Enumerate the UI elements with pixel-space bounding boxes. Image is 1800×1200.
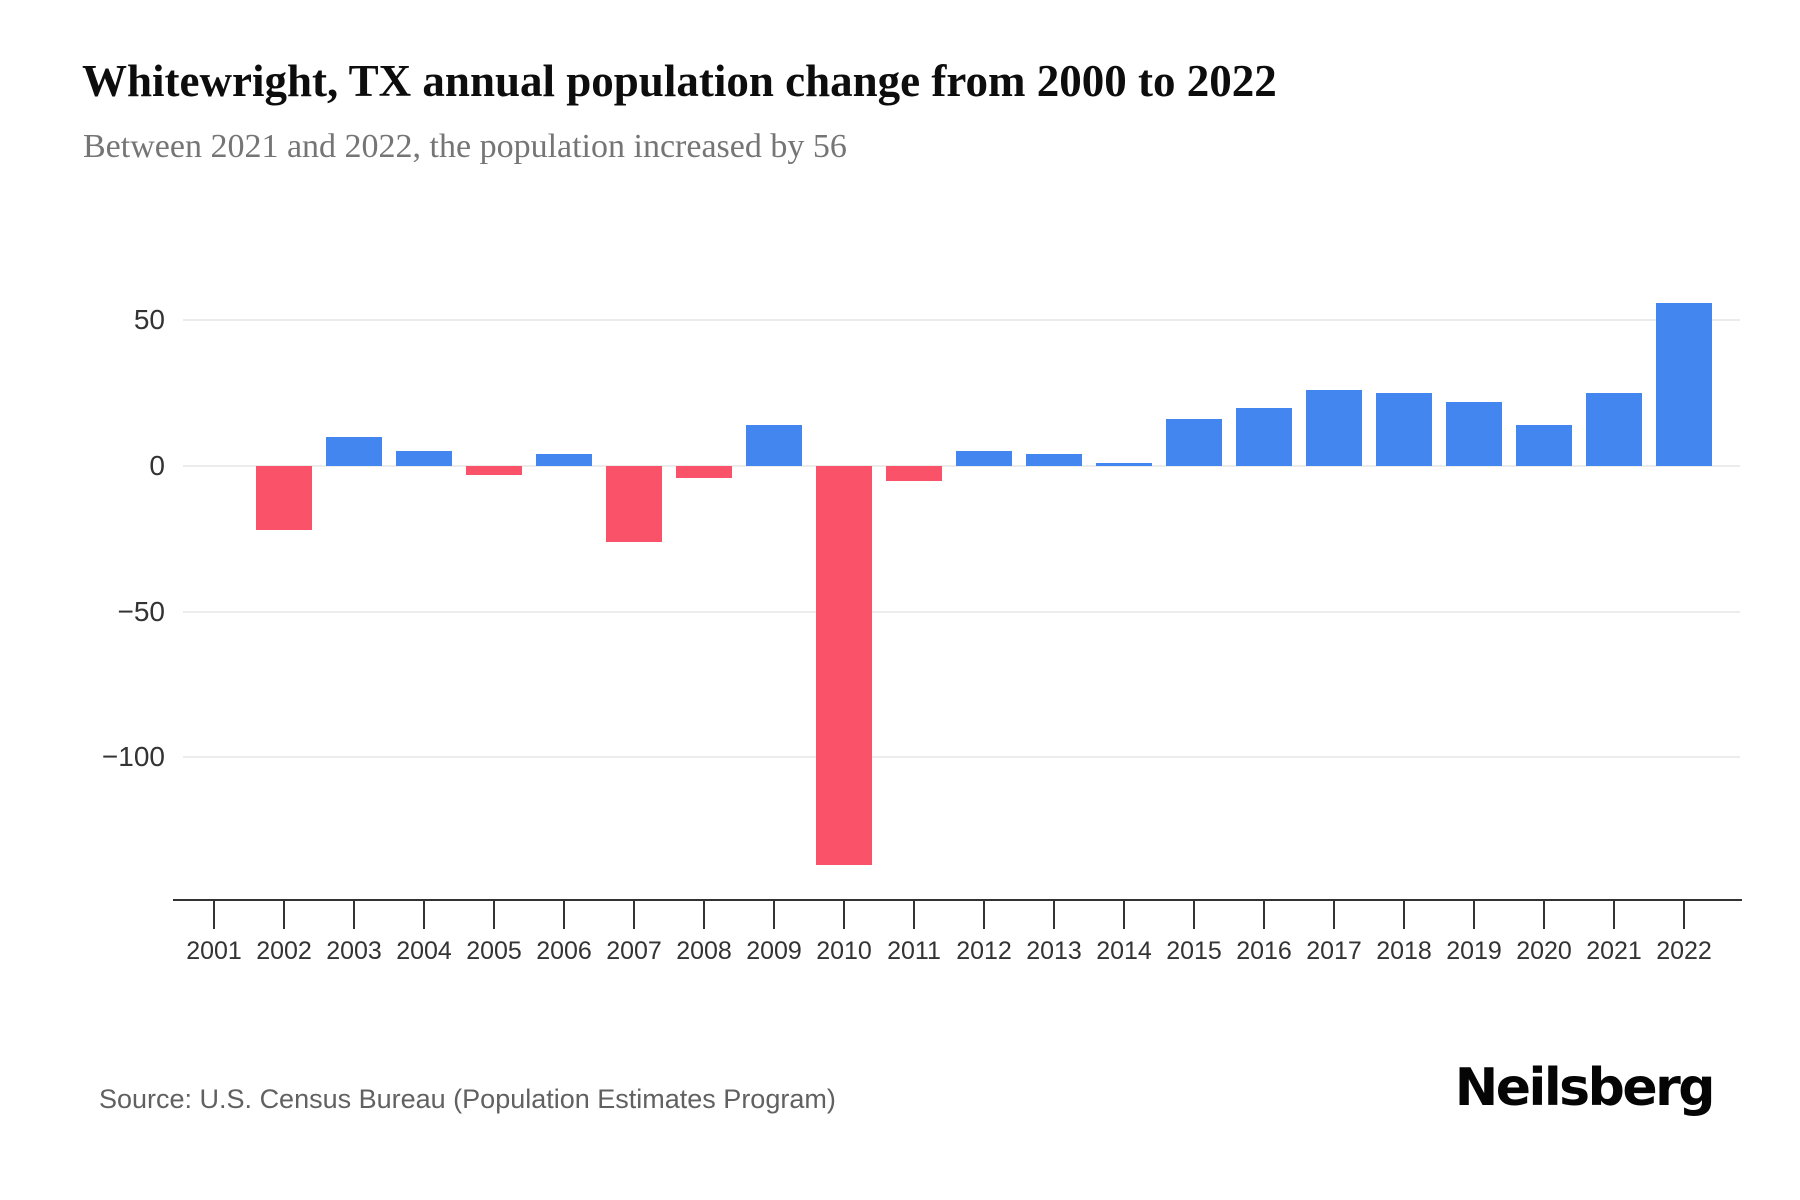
bar-2013	[1026, 454, 1082, 466]
x-tick-2020	[1543, 899, 1545, 929]
x-axis-label: 2018	[1376, 937, 1432, 965]
gridline--100	[183, 756, 1740, 759]
x-tick-2021	[1613, 899, 1615, 929]
bar-2005	[466, 466, 522, 475]
bar-2017	[1306, 390, 1362, 466]
x-tick-2003	[353, 899, 355, 929]
x-tick-2004	[423, 899, 425, 929]
x-axis-label: 2007	[606, 937, 662, 965]
x-tick-2017	[1333, 899, 1335, 929]
y-axis-label: −100	[101, 741, 165, 773]
x-tick-2009	[773, 899, 775, 929]
x-axis-label: 2002	[256, 937, 312, 965]
x-axis-label: 2015	[1166, 937, 1222, 965]
bar-2009	[746, 425, 802, 466]
y-axis-label: 0	[149, 450, 165, 481]
x-tick-2011	[913, 899, 915, 929]
x-tick-2005	[493, 899, 495, 929]
bar-2016	[1236, 408, 1292, 466]
bar-2012	[956, 451, 1012, 466]
x-axis-label: 2017	[1306, 937, 1362, 965]
gridline-50	[183, 319, 1740, 322]
neilsberg-logo: Neilsberg	[1454, 1058, 1716, 1118]
x-tick-2015	[1193, 899, 1195, 929]
chart-title: Whitewright, TX annual population change…	[82, 56, 1277, 106]
x-tick-2014	[1123, 899, 1125, 929]
x-axis-label: 2016	[1236, 937, 1292, 965]
bar-2010	[816, 466, 872, 865]
x-tick-2010	[843, 899, 845, 929]
x-axis-label: 2011	[887, 937, 941, 965]
x-axis-label: 2021	[1586, 937, 1642, 965]
x-axis-label: 2012	[956, 937, 1012, 965]
bar-2014	[1096, 463, 1152, 466]
x-axis-label: 2020	[1516, 937, 1572, 965]
chart-subtitle: Between 2021 and 2022, the population in…	[83, 128, 847, 165]
bar-2003	[326, 437, 382, 466]
bar-2008	[676, 466, 732, 478]
bar-2018	[1376, 393, 1432, 466]
x-tick-2013	[1053, 899, 1055, 929]
x-tick-2016	[1263, 899, 1265, 929]
x-tick-2019	[1473, 899, 1475, 929]
gridline--50	[183, 610, 1740, 613]
x-axis-line	[173, 899, 1742, 901]
x-axis-label: 2005	[466, 937, 522, 965]
bar-2021	[1586, 393, 1642, 466]
x-axis-label: 2010	[816, 937, 872, 965]
x-axis-label: 2001	[186, 937, 242, 965]
bar-2019	[1446, 402, 1502, 466]
x-axis-label: 2013	[1026, 937, 1082, 965]
x-axis-label: 2014	[1096, 937, 1152, 965]
x-tick-2018	[1403, 899, 1405, 929]
x-tick-2008	[703, 899, 705, 929]
bar-2011	[886, 466, 942, 481]
x-axis-label: 2004	[396, 937, 452, 965]
y-axis-label: −50	[117, 595, 166, 627]
bar-2015	[1166, 419, 1222, 466]
bar-2022	[1656, 303, 1712, 466]
bar-2004	[396, 451, 452, 466]
bar-2002	[256, 466, 312, 530]
x-tick-2006	[563, 899, 565, 929]
x-tick-2002	[283, 899, 285, 929]
source-note: Source: U.S. Census Bureau (Population E…	[99, 1084, 836, 1114]
y-axis-label: 50	[133, 304, 165, 336]
bar-2020	[1516, 425, 1572, 466]
bar-2006	[536, 454, 592, 466]
bar-chart: 50 0 −50 −100 2001 2002 2003 2004 2005 2006 2007 2…	[101, 303, 1742, 965]
x-tick-2007	[633, 899, 635, 929]
x-axis-label: 2006	[536, 937, 592, 965]
x-axis-label: 2008	[676, 937, 732, 965]
x-axis-label: 2003	[326, 937, 382, 965]
x-tick-2012	[983, 899, 985, 929]
x-axis-label: 2019	[1446, 937, 1502, 965]
gridline-0	[183, 465, 1740, 467]
x-axis-label: 2022	[1656, 937, 1712, 965]
x-axis-label: 2009	[746, 937, 802, 965]
x-tick-2001	[213, 899, 215, 929]
x-tick-2022	[1683, 899, 1685, 929]
bar-2007	[606, 466, 662, 542]
